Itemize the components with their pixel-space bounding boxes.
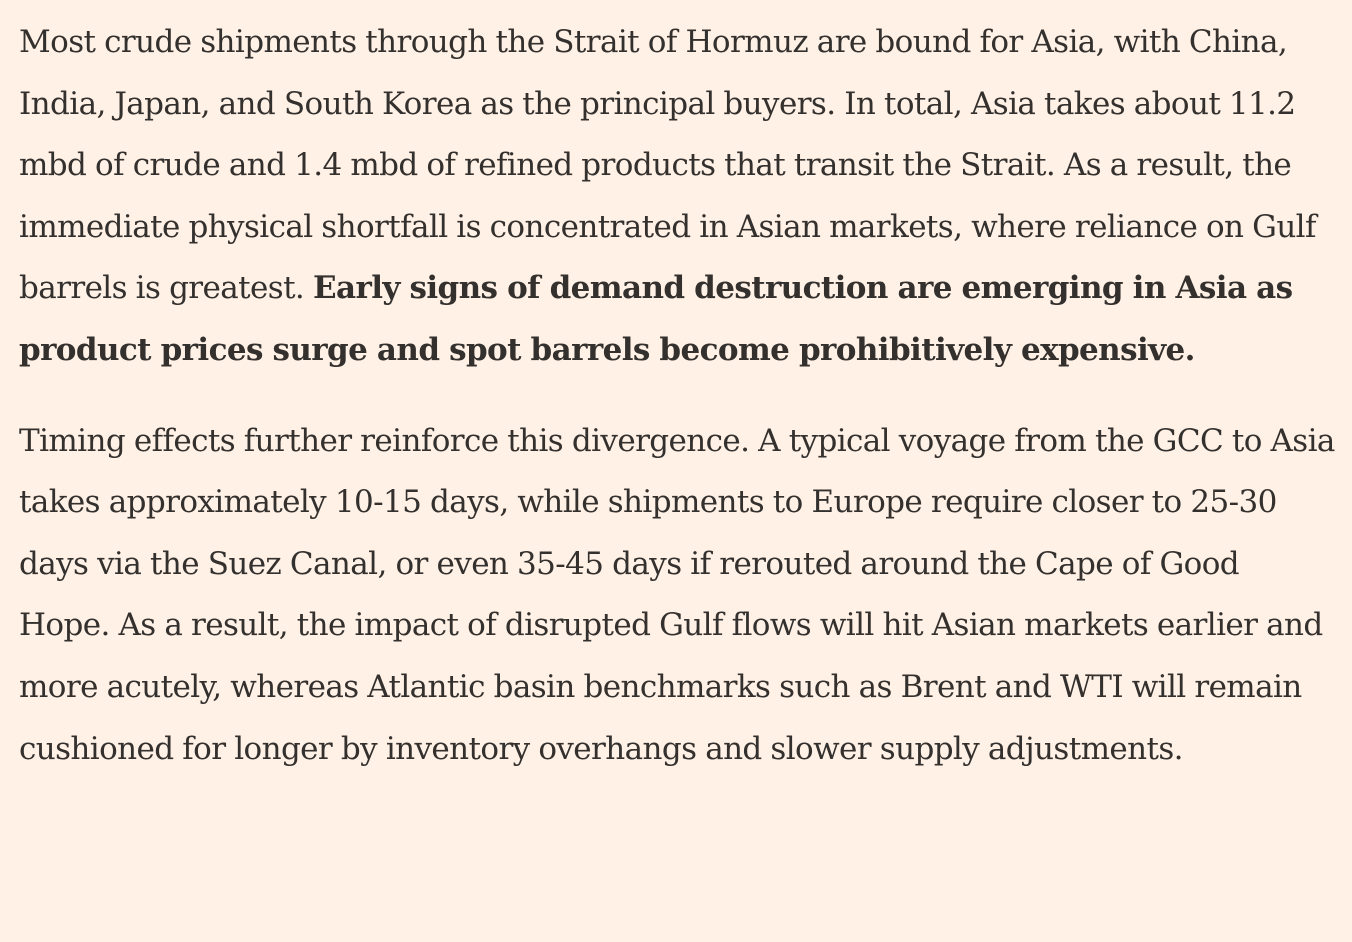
paragraph-text: Most crude shipments through the Strait … [19, 24, 1316, 307]
bold-emphasis: Early signs of demand destruction are em… [19, 270, 1293, 368]
paragraph-asia-shortfall: Most crude shipments through the Strait … [19, 12, 1338, 382]
paragraph-text: Timing effects further reinforce this di… [19, 422, 1335, 767]
paragraph-timing-effects: Timing effects further reinforce this di… [19, 411, 1338, 781]
